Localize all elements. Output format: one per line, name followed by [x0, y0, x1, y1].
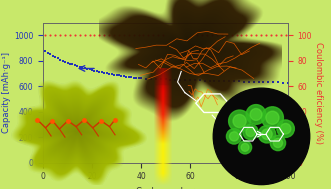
Circle shape: [226, 129, 242, 144]
Circle shape: [280, 123, 291, 134]
Circle shape: [277, 120, 294, 137]
Circle shape: [229, 132, 239, 141]
Circle shape: [258, 125, 276, 143]
Circle shape: [246, 105, 266, 124]
Circle shape: [241, 143, 249, 151]
Circle shape: [213, 88, 310, 185]
Circle shape: [261, 107, 283, 129]
Circle shape: [250, 108, 262, 120]
Circle shape: [243, 124, 258, 140]
X-axis label: Cycle number: Cycle number: [136, 187, 195, 189]
Y-axis label: Coulombic eficiency (%): Coulombic eficiency (%): [314, 42, 323, 144]
Circle shape: [229, 110, 251, 132]
Circle shape: [246, 127, 255, 137]
Circle shape: [262, 129, 272, 139]
Circle shape: [273, 138, 283, 148]
Circle shape: [270, 135, 286, 151]
Circle shape: [238, 141, 252, 154]
Circle shape: [266, 111, 279, 124]
Circle shape: [233, 115, 246, 128]
Y-axis label: Capacity [mAh·g⁻¹]: Capacity [mAh·g⁻¹]: [2, 52, 11, 133]
